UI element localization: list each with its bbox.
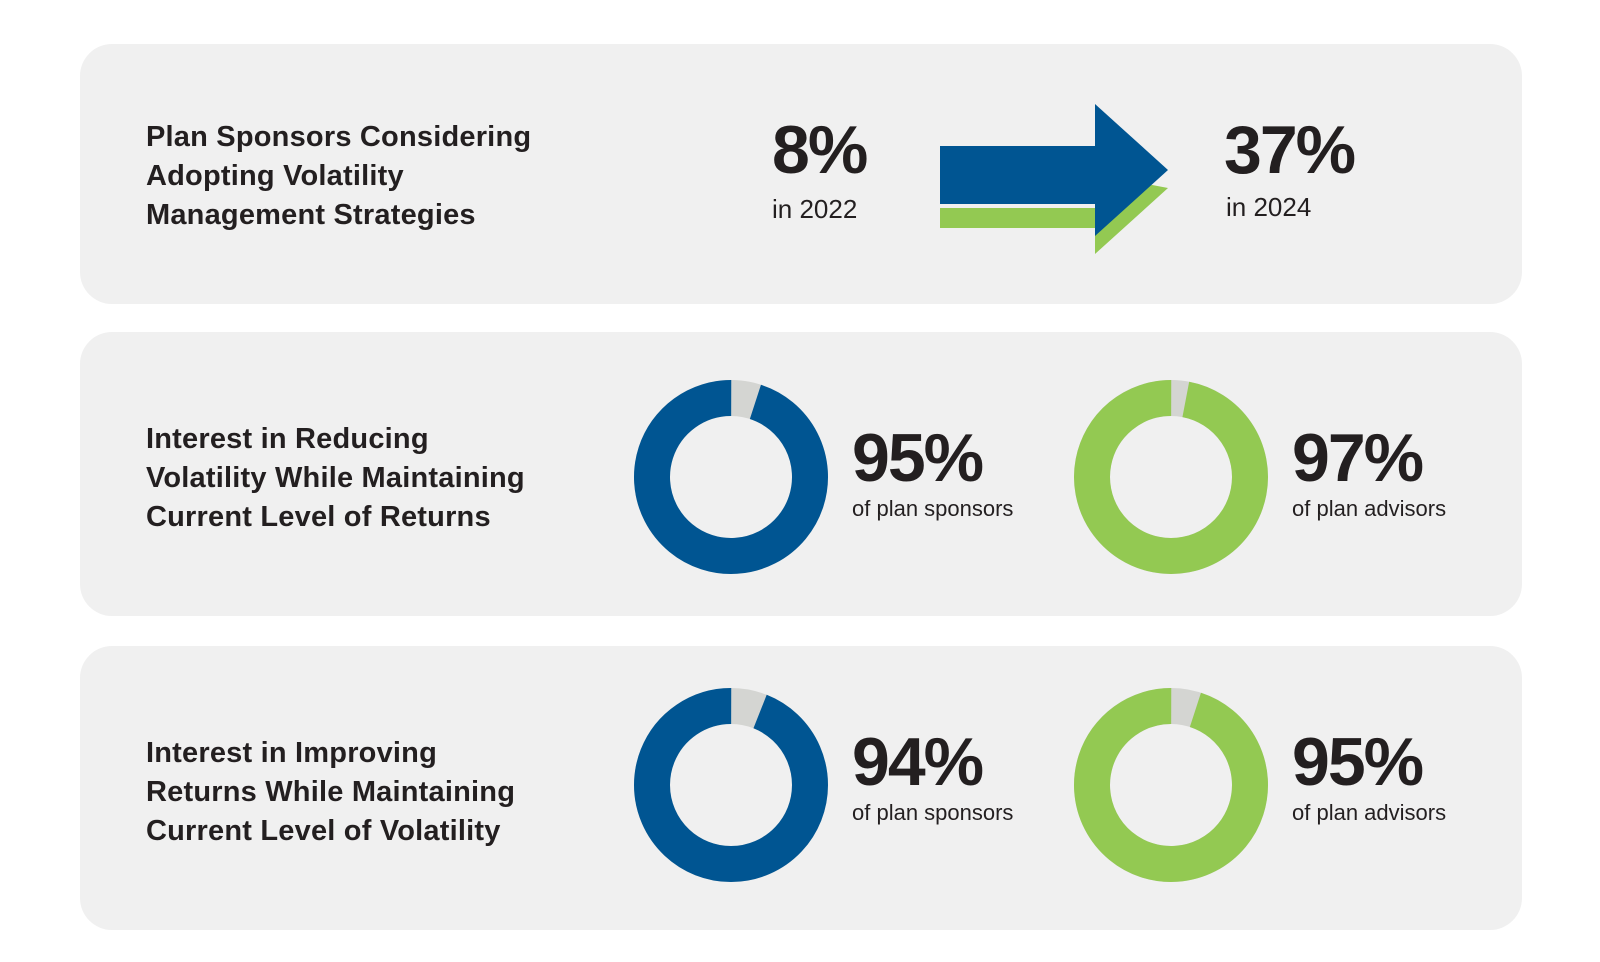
improving-returns-label: Interest in Improving Returns While Main… <box>146 737 516 847</box>
donut-value-arc <box>1074 688 1268 882</box>
advisors-value: 95% <box>1292 724 1424 800</box>
improving-returns-panel: Interest in Improving Returns While Main… <box>80 646 1522 930</box>
adoption-label: Plan Sponsors Considering Adopting Volat… <box>146 121 532 231</box>
advisors-donut <box>1074 380 1268 574</box>
donut-value-arc <box>634 380 828 574</box>
sponsors-donut <box>634 688 828 882</box>
caption-2024: in 2024 <box>1226 192 1312 222</box>
right-arrow-icon <box>940 104 1168 254</box>
advisors-value: 97% <box>1292 420 1424 496</box>
donut-value-arc <box>1074 380 1268 574</box>
caption-2022: in 2022 <box>772 194 858 224</box>
sponsors-caption: of plan sponsors <box>852 800 1014 825</box>
reducing-volatility-label: Interest in Reducing Volatility While Ma… <box>146 423 525 533</box>
sponsors-value: 94% <box>852 724 984 800</box>
adoption-panel: Plan Sponsors Considering Adopting Volat… <box>80 44 1522 304</box>
sponsors-value: 95% <box>852 420 984 496</box>
value-2024: 37% <box>1224 112 1356 188</box>
value-2022: 8% <box>772 112 868 188</box>
advisors-caption: of plan advisors <box>1292 496 1447 521</box>
sponsors-donut <box>634 380 828 574</box>
arrow-body <box>940 104 1168 236</box>
advisors-donut <box>1074 688 1268 882</box>
donut-value-arc <box>634 688 828 882</box>
sponsors-caption: of plan sponsors <box>852 496 1014 521</box>
reducing-volatility-panel: Interest in Reducing Volatility While Ma… <box>80 332 1522 616</box>
advisors-caption: of plan advisors <box>1292 800 1447 825</box>
